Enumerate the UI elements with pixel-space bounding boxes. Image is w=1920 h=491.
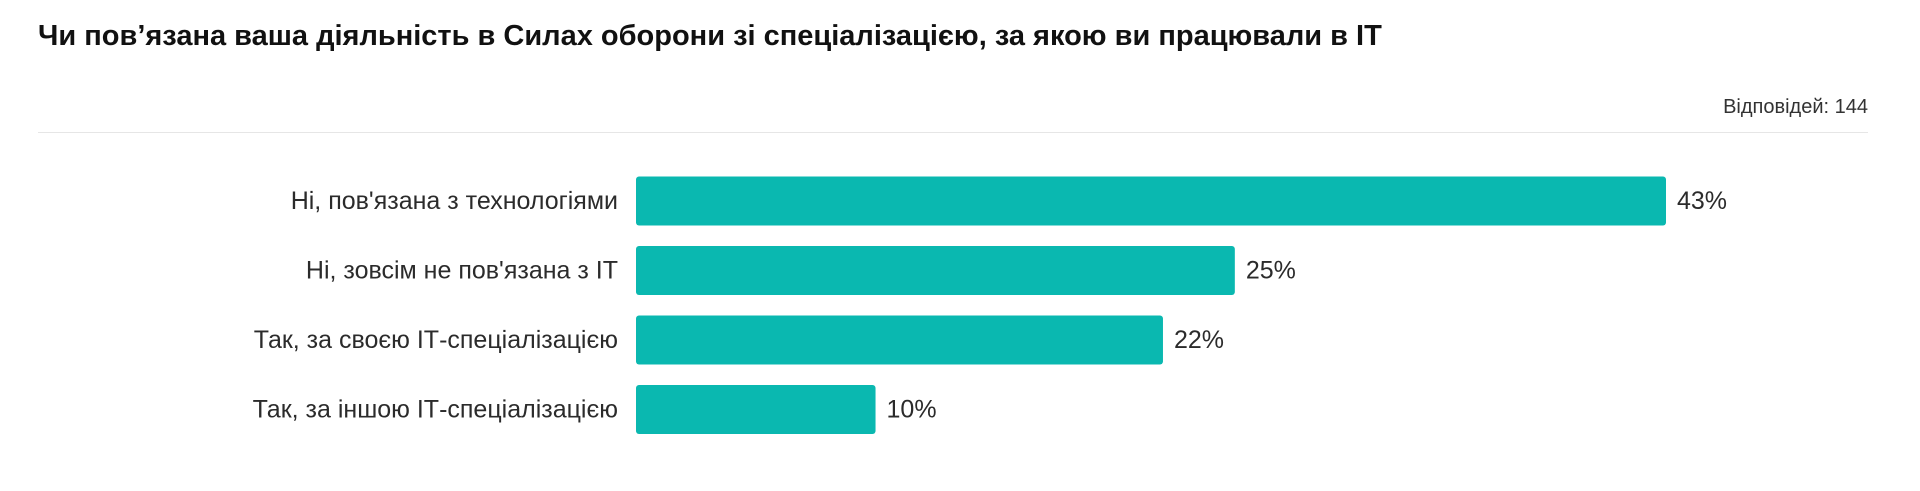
bar (636, 176, 1666, 226)
header-divider (38, 132, 1868, 133)
value-label: 10% (887, 396, 937, 424)
chart-title: Чи пов’язана ваша діяльність в Силах обо… (38, 20, 1382, 52)
category-label: Ні, пов'язана з технологіями (291, 187, 618, 215)
category-label: Так, за іншою ІТ-спеціалізацією (253, 396, 618, 424)
value-label: 22% (1174, 326, 1224, 354)
value-label: 43% (1677, 187, 1727, 215)
bar (636, 246, 1235, 295)
category-label: Ні, зовсім не пов'язана з ІТ (306, 257, 618, 285)
category-label: Так, за своєю ІТ-спеціалізацією (254, 326, 618, 354)
bar (636, 385, 876, 434)
responses-count: Відповідей: 144 (1723, 96, 1868, 118)
bar (636, 315, 1163, 365)
value-label: 25% (1246, 257, 1296, 285)
